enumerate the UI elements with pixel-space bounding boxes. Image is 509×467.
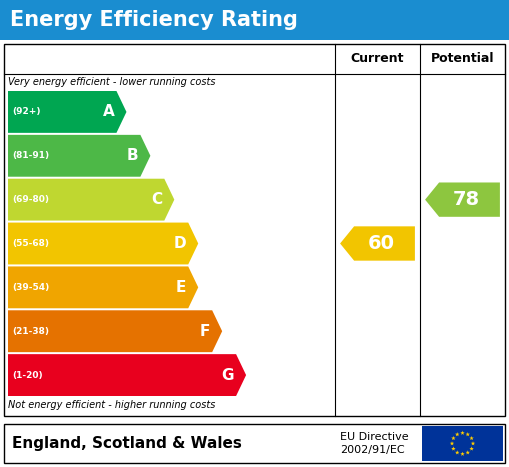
Text: Energy Efficiency Rating: Energy Efficiency Rating xyxy=(10,10,298,30)
Bar xyxy=(0,0,509,40)
Text: E: E xyxy=(176,280,186,295)
Text: D: D xyxy=(174,236,186,251)
Text: B: B xyxy=(127,149,138,163)
Text: Current: Current xyxy=(351,52,404,65)
Polygon shape xyxy=(450,441,454,446)
Polygon shape xyxy=(455,450,460,454)
Polygon shape xyxy=(8,91,126,133)
Text: (81-91): (81-91) xyxy=(12,151,49,160)
Polygon shape xyxy=(460,431,465,435)
Bar xyxy=(4,44,505,416)
Text: 60: 60 xyxy=(368,234,395,253)
Text: 78: 78 xyxy=(453,190,480,209)
Text: (39-54): (39-54) xyxy=(12,283,49,292)
Polygon shape xyxy=(455,432,460,436)
Polygon shape xyxy=(340,226,415,261)
Polygon shape xyxy=(471,441,475,446)
Text: (92+): (92+) xyxy=(12,107,41,116)
Polygon shape xyxy=(460,452,465,456)
Polygon shape xyxy=(466,450,470,454)
Text: EU Directive: EU Directive xyxy=(340,432,409,443)
Text: (21-38): (21-38) xyxy=(12,327,49,336)
Text: G: G xyxy=(221,368,234,382)
Polygon shape xyxy=(466,432,470,436)
Polygon shape xyxy=(8,310,222,352)
Text: F: F xyxy=(200,324,210,339)
Text: A: A xyxy=(103,105,115,120)
Polygon shape xyxy=(469,436,474,440)
Text: (69-80): (69-80) xyxy=(12,195,49,204)
Polygon shape xyxy=(451,436,456,440)
Polygon shape xyxy=(425,183,500,217)
Text: Not energy efficient - higher running costs: Not energy efficient - higher running co… xyxy=(8,400,215,410)
Text: 2002/91/EC: 2002/91/EC xyxy=(340,446,405,455)
Polygon shape xyxy=(8,179,174,220)
Text: C: C xyxy=(151,192,162,207)
Text: Very energy efficient - lower running costs: Very energy efficient - lower running co… xyxy=(8,77,215,87)
Polygon shape xyxy=(8,135,150,177)
Polygon shape xyxy=(8,354,246,396)
Polygon shape xyxy=(8,223,198,264)
Bar xyxy=(4,424,505,463)
Polygon shape xyxy=(8,267,198,308)
Text: (1-20): (1-20) xyxy=(12,371,43,380)
Bar xyxy=(422,426,503,461)
Polygon shape xyxy=(451,446,456,451)
Polygon shape xyxy=(469,446,474,451)
Text: (55-68): (55-68) xyxy=(12,239,49,248)
Text: Potential: Potential xyxy=(431,52,494,65)
Text: England, Scotland & Wales: England, Scotland & Wales xyxy=(12,436,242,451)
